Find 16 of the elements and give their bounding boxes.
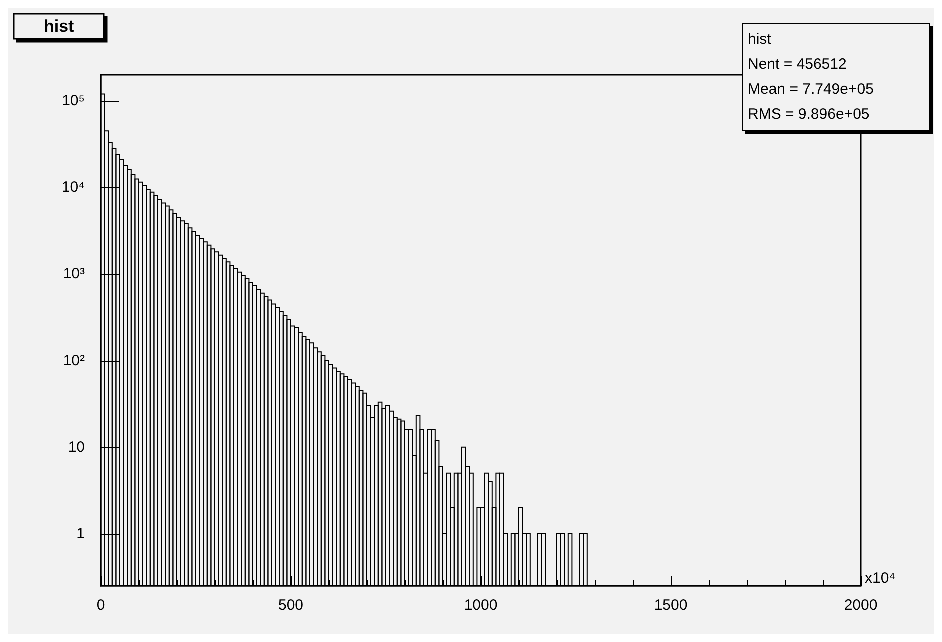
y-tick-label: 10⁵ [62,92,85,110]
chart-title: hist [44,17,75,36]
x-tick-label: 0 [96,597,106,614]
y-tick-label: 10³ [63,266,85,283]
x-tick-label: 1000 [464,597,498,614]
y-tick-label: 10⁴ [62,179,85,196]
stats-box: hist Nent = 456512 Mean = 7.749e+05 RMS = 9.896e+05 [742,23,930,131]
x-axis-title: x10⁴ [865,570,896,587]
x-tick-label: 1500 [654,597,688,614]
y-tick-label: 10 [68,438,85,456]
x-tick-label: 2000 [844,597,878,614]
x-tick-label: 500 [278,597,304,614]
y-tick-label: 10² [63,352,85,370]
annotation: RMS = 9.896e+05 [748,105,871,125]
y-tick-label: 1 [76,525,85,542]
annotation: Mean = 7.749e+05 [748,80,875,100]
